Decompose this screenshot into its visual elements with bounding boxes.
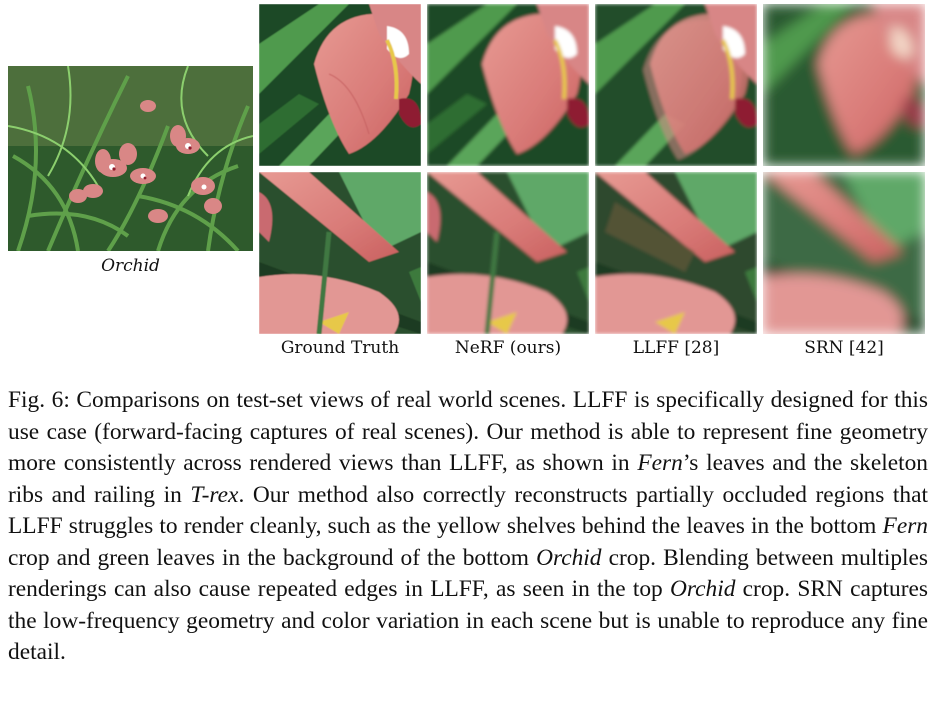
caption-text: crop. SRN captures the low-frequency geo… <box>8 576 928 665</box>
caption-scene-fern: Fern <box>637 450 683 476</box>
caption-scene-orchid: Orchid <box>670 576 736 602</box>
scene-label: Orchid <box>101 256 160 276</box>
gt-top-crop <box>259 4 421 166</box>
caption-text: crop. Blending between multiples renderi… <box>8 544 928 603</box>
column-label-srn: SRN [42] <box>804 338 884 358</box>
column-label-ground-truth: Ground Truth <box>280 338 400 358</box>
caption-text: Fig. 6: Comparisons on test-set views of… <box>8 387 928 476</box>
caption-scene-trex: T-rex <box>190 481 239 508</box>
caption-scene-fern: Fern <box>882 513 928 539</box>
nerf-top-crop <box>427 4 589 166</box>
caption-scene-orchid: Orchid <box>536 544 602 571</box>
caption-text: crop and green leaves in the background … <box>8 544 537 571</box>
gt-bottom-crop <box>259 172 421 334</box>
figure-caption: Fig. 6: Comparisons on test-set views of… <box>8 385 928 669</box>
column-label-llff: LLFF [28] <box>632 338 720 358</box>
column-label-nerf: NeRF (ours) <box>454 338 562 358</box>
srn-bottom-crop <box>763 172 925 334</box>
caption-text: ’s leaves and the skeleton ribs and rail… <box>8 450 928 508</box>
orchid-overview-photo <box>8 66 253 251</box>
nerf-bottom-crop <box>427 172 589 334</box>
llff-bottom-crop <box>595 172 757 334</box>
llff-top-crop <box>595 4 757 166</box>
caption-text: . Our method also correctly reconstructs… <box>8 481 928 540</box>
srn-top-crop <box>763 4 925 166</box>
